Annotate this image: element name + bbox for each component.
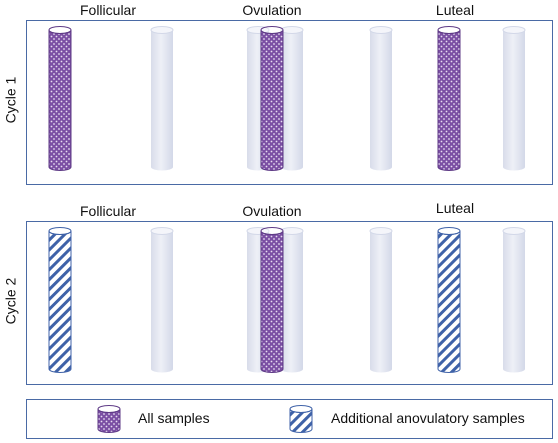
cycle-1-tube-1 xyxy=(48,26,72,171)
cycle-1-tube-2 xyxy=(150,26,174,171)
cycle-2-phase-follicular: Follicular xyxy=(79,203,136,219)
cycle-1-tube-4 xyxy=(260,26,284,171)
cycle-2-tube-5 xyxy=(369,227,393,373)
legend-all-samples-label: All samples xyxy=(138,410,210,426)
cycle-1-phase-luteal: Luteal xyxy=(435,2,475,18)
legend xyxy=(26,399,553,439)
cycle-1-ovulation-right-tube xyxy=(280,26,304,171)
cycle-1-tube-6 xyxy=(437,26,461,171)
legend-anovulatory-label: Additional anovulatory samples xyxy=(331,410,525,426)
cycle-1-tube-5 xyxy=(369,26,393,171)
cycle-2-tube-7 xyxy=(502,227,526,373)
cycle-2-tube-4 xyxy=(260,227,284,373)
legend-all-samples-swatch xyxy=(97,405,121,433)
cycle-2-tube-6 xyxy=(437,227,461,373)
legend-anovulatory-swatch xyxy=(289,405,313,433)
cycle-1-phase-follicular: Follicular xyxy=(79,2,136,18)
cycle-1-tube-7 xyxy=(502,26,526,171)
cycle-1-panel xyxy=(26,20,553,185)
cycle-1-phase-ovulation: Ovulation xyxy=(242,2,302,18)
cycle-2-tube-1 xyxy=(48,227,72,373)
cycle-2-tube-2 xyxy=(150,227,174,373)
cycle-2-panel xyxy=(26,221,553,385)
cycle-2-ovulation-right-tube xyxy=(280,227,304,373)
cycle-2-phase-ovulation: Ovulation xyxy=(242,203,302,219)
cycle-2-phase-luteal: Luteal xyxy=(435,200,475,216)
